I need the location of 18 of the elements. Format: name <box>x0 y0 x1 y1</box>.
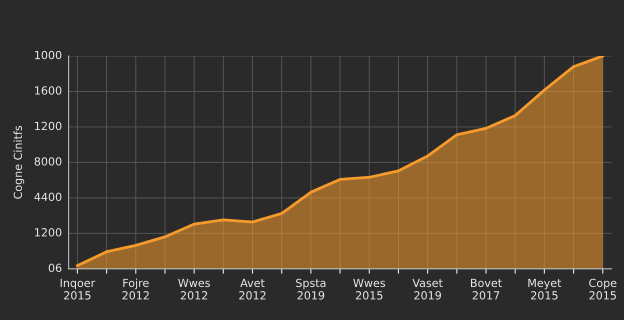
x-tick-label: Avet 2012 <box>239 278 266 300</box>
y-axis-title: Cogne Cinitfs <box>13 126 24 199</box>
x-tick-label: Fojre 2012 <box>122 278 149 300</box>
text: 1200 <box>35 122 62 130</box>
text: 1600 <box>35 86 62 95</box>
x-tick-label: Wwes 2012 <box>178 278 210 300</box>
text: 4400 <box>34 192 62 202</box>
x-tick-label: Inqoer 2015 <box>60 278 96 300</box>
text: 1000 <box>35 50 62 60</box>
x-tick-label: Wwes 2015 <box>353 278 386 300</box>
x-tick-label: Meyet 2015 <box>528 278 562 300</box>
text: 1200 <box>35 228 62 237</box>
x-tick-label: Vaset 2019 <box>412 278 443 300</box>
text: 8000 <box>34 157 62 166</box>
x-tick-label: Bovet 2017 <box>471 278 502 300</box>
x-tick-label: Cope 2015 <box>589 278 616 300</box>
text: 06 <box>48 264 62 272</box>
x-tick-label: Spsta 2019 <box>296 278 326 300</box>
